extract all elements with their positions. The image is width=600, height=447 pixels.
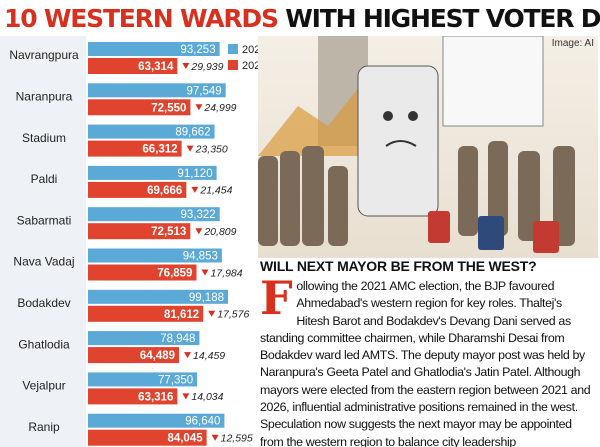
value-label: 69,666 bbox=[147, 185, 182, 197]
bar bbox=[88, 124, 215, 139]
article-heading: WILL NEXT MAYOR BE FROM THE WEST? bbox=[260, 258, 537, 274]
decline-marker bbox=[211, 434, 219, 441]
bar bbox=[88, 223, 191, 240]
value-label: 72,550 bbox=[151, 102, 186, 114]
value-label: 63,314 bbox=[138, 61, 174, 73]
bar bbox=[88, 165, 217, 180]
bar bbox=[88, 42, 220, 56]
legend-swatch bbox=[228, 60, 238, 70]
bar bbox=[88, 58, 178, 74]
image-credit: Image: AI bbox=[551, 38, 594, 49]
drop-cap: F bbox=[260, 271, 293, 325]
value-label: 64,489 bbox=[140, 350, 175, 362]
bar bbox=[88, 388, 178, 405]
category-label: Navrangpura bbox=[9, 48, 79, 62]
decline-marker bbox=[182, 393, 190, 400]
value-label: 72,513 bbox=[151, 226, 186, 238]
decline-marker bbox=[195, 228, 203, 235]
article-text: ollowing the 2021 AMC election, the BJP … bbox=[260, 279, 591, 447]
value-label: 81,612 bbox=[164, 309, 199, 321]
value-label: 63,316 bbox=[138, 391, 173, 403]
bar bbox=[88, 372, 198, 387]
value-label: 78,948 bbox=[160, 333, 195, 345]
category-label: Ghatlodia bbox=[18, 337, 70, 351]
bar bbox=[88, 140, 182, 157]
label-column bbox=[0, 36, 86, 447]
decline-marker bbox=[186, 145, 194, 152]
chart: 2021 2026 Navrangpura 93,253 63,314 29,939 Na… bbox=[0, 36, 258, 447]
decline-label: 23,350 bbox=[195, 143, 228, 155]
category-label: Naranpura bbox=[16, 89, 73, 103]
category-label: Bodakdev bbox=[17, 296, 70, 310]
category-label: Sabarmati bbox=[17, 213, 72, 227]
decline-marker bbox=[184, 352, 192, 359]
decline-marker bbox=[191, 186, 199, 193]
bar bbox=[88, 264, 197, 281]
illustration bbox=[258, 36, 598, 258]
legend-label: 2021 bbox=[242, 44, 258, 56]
category-label: Paldi bbox=[31, 172, 58, 186]
value-label: 77,350 bbox=[158, 374, 193, 386]
excavator bbox=[258, 76, 388, 156]
headline: 10 WESTERN WARDS WITH HIGHEST VOTER DECL… bbox=[4, 2, 600, 36]
legend-label: 2026 bbox=[242, 60, 258, 72]
category-label: Nava Vadaj bbox=[13, 255, 74, 269]
value-label: 89,662 bbox=[175, 127, 210, 139]
value-label: 99,188 bbox=[189, 292, 224, 304]
machine-eye bbox=[383, 111, 393, 121]
decline-marker bbox=[201, 269, 209, 276]
bar bbox=[88, 331, 200, 346]
value-label: 66,312 bbox=[142, 144, 177, 156]
bar bbox=[88, 413, 225, 428]
decline-label: 24,999 bbox=[203, 102, 236, 114]
decline-marker bbox=[182, 63, 190, 69]
value-label: 96,640 bbox=[185, 416, 220, 428]
decline-label: 17,984 bbox=[210, 267, 242, 279]
decline-label: 14,034 bbox=[191, 391, 223, 403]
bar bbox=[88, 289, 228, 304]
decline-label: 14,459 bbox=[193, 350, 225, 362]
decline-marker bbox=[195, 104, 203, 111]
bar bbox=[88, 347, 180, 364]
machine-mouth bbox=[385, 140, 417, 147]
suitcases bbox=[428, 211, 559, 253]
value-label: 94,853 bbox=[183, 251, 218, 263]
bar bbox=[88, 181, 187, 198]
value-label: 91,120 bbox=[177, 168, 212, 180]
ballot-list bbox=[442, 36, 544, 127]
category-label: Stadium bbox=[22, 131, 66, 145]
bar bbox=[88, 99, 191, 116]
value-label: 76,859 bbox=[157, 268, 192, 280]
decline-label: 12,595 bbox=[221, 432, 253, 444]
decline-marker bbox=[208, 310, 216, 317]
value-label: 93,322 bbox=[181, 209, 216, 221]
decline-label: 29,939 bbox=[190, 61, 223, 73]
crowd bbox=[258, 141, 575, 246]
value-label: 97,549 bbox=[186, 85, 221, 97]
value-label: 93,253 bbox=[180, 44, 215, 56]
title-highlight: 10 WESTERN WARDS bbox=[4, 4, 279, 33]
decline-label: 20,809 bbox=[203, 226, 236, 238]
bar bbox=[88, 429, 207, 446]
legend-swatch bbox=[228, 44, 238, 54]
decline-label: 17,576 bbox=[217, 309, 249, 321]
legend: 2021 2026 bbox=[228, 44, 258, 72]
decline-label: 21,454 bbox=[199, 185, 232, 197]
bar bbox=[88, 207, 220, 222]
category-label: Ranip bbox=[28, 420, 60, 434]
bar bbox=[88, 83, 226, 98]
category-label: Vejalpur bbox=[22, 379, 65, 393]
bar bbox=[88, 248, 222, 263]
chart-title: WITH HIGHEST VOTER DECLINE bbox=[285, 4, 600, 33]
value-label: 84,045 bbox=[167, 433, 203, 445]
machine-eye bbox=[408, 111, 418, 121]
bar bbox=[88, 305, 204, 322]
